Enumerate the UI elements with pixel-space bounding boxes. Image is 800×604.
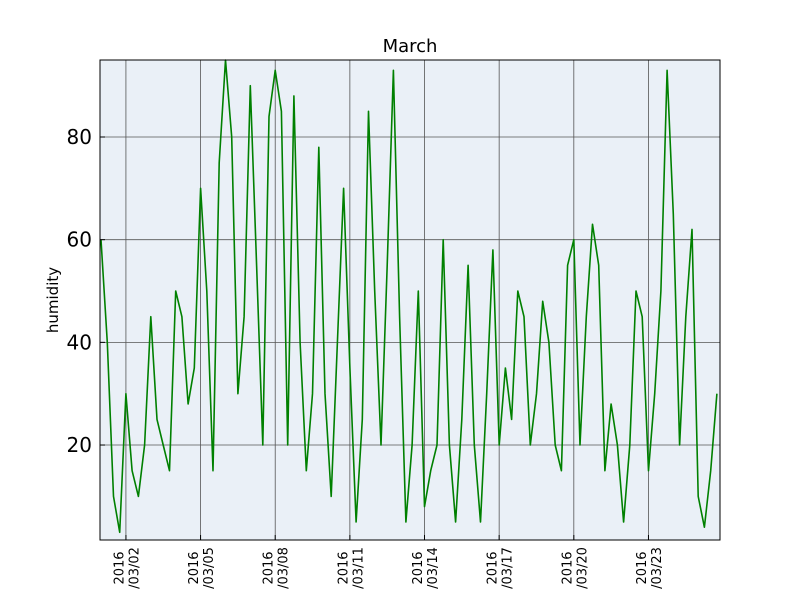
plot-frame — [99, 59, 721, 541]
x-tick-label: 2016/03/14 — [411, 547, 441, 589]
y-axis-label: humidity — [44, 267, 62, 333]
x-tick-label: 2016/03/23 — [635, 547, 665, 589]
y-tick-label: 40 — [67, 330, 92, 354]
x-tick-label: 2016/03/11 — [336, 547, 366, 589]
plot-background — [100, 60, 720, 540]
y-tick-label: 60 — [67, 228, 92, 252]
x-tick-label: 2016/03/17 — [486, 547, 516, 589]
y-tick-label: 20 — [67, 433, 92, 457]
chart-title: March — [383, 36, 438, 57]
data-line — [100, 59, 718, 534]
y-tick-label: 80 — [67, 125, 92, 149]
x-tick-label: 2016/03/08 — [262, 547, 292, 589]
plot-area — [100, 59, 718, 534]
x-tick-label: 2016/03/20 — [560, 547, 590, 589]
x-tick-label: 2016/03/02 — [112, 547, 142, 589]
x-tick-label: 2016/03/05 — [187, 547, 217, 589]
